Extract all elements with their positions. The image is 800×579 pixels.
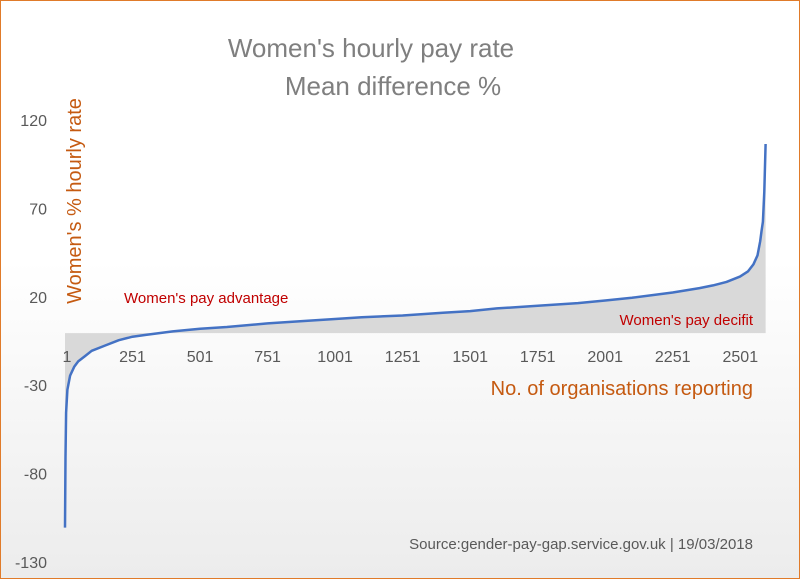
chart-title-line-2: Mean difference % bbox=[285, 71, 501, 101]
y-tick-label: -30 bbox=[24, 378, 47, 395]
series-line bbox=[63, 143, 767, 528]
x-tick-label: 1001 bbox=[317, 349, 353, 366]
y-tick-label: 20 bbox=[29, 290, 47, 307]
x-tick-label: 501 bbox=[187, 349, 214, 366]
x-tick-labels: 1 251 501 751 1001 1251 1501 1751 2001 2251 2501 bbox=[63, 349, 759, 366]
area-fill-group bbox=[65, 144, 766, 528]
x-tick-label: 2501 bbox=[723, 349, 759, 366]
x-axis-label: No. of organisations reporting bbox=[491, 378, 753, 400]
x-tick-label: 751 bbox=[254, 349, 281, 366]
x-tick-label: 1 bbox=[63, 349, 72, 366]
y-tick-labels: 120 70 20 -30 -80 -130 bbox=[15, 113, 47, 572]
source-note: Source:gender-pay-gap.service.gov.uk | 1… bbox=[409, 536, 753, 553]
y-axis-label: Women's % hourly rate bbox=[64, 98, 86, 304]
y-tick-label: 120 bbox=[20, 113, 47, 130]
area-fill bbox=[65, 144, 766, 528]
series-line-group bbox=[63, 143, 767, 528]
annotation-deficit: Women's pay decifit bbox=[620, 312, 754, 329]
y-tick-label: 70 bbox=[29, 201, 47, 218]
x-tick-label: 1251 bbox=[385, 349, 421, 366]
y-tick-label: -80 bbox=[24, 467, 47, 484]
x-tick-label: 1501 bbox=[452, 349, 488, 366]
annotation-advantage: Women's pay advantage bbox=[124, 290, 288, 307]
x-tick-label: 2251 bbox=[655, 349, 691, 366]
x-tick-label: 251 bbox=[119, 349, 146, 366]
x-tick-label: 1751 bbox=[520, 349, 556, 366]
y-tick-label: -130 bbox=[15, 555, 47, 572]
x-tick-label: 2001 bbox=[587, 349, 623, 366]
chart-title-line-1: Women's hourly pay rate bbox=[228, 33, 514, 63]
